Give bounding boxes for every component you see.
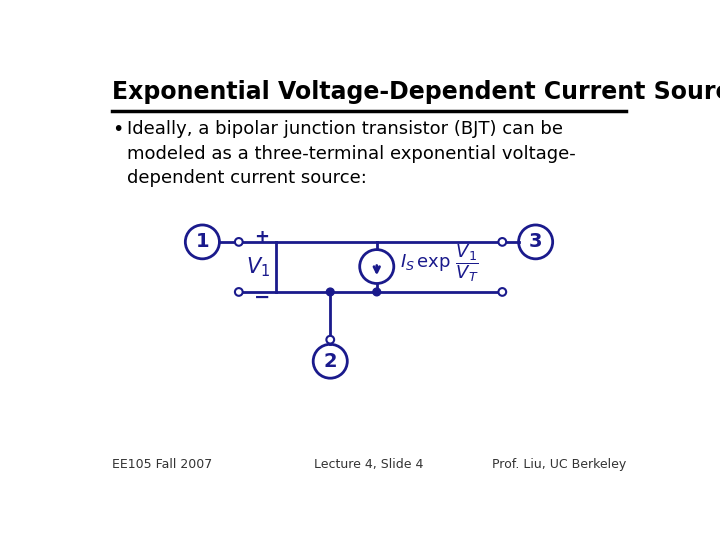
Circle shape bbox=[373, 288, 381, 296]
Text: Prof. Liu, UC Berkeley: Prof. Liu, UC Berkeley bbox=[492, 458, 626, 471]
Text: 2: 2 bbox=[323, 352, 337, 371]
Text: 1: 1 bbox=[196, 232, 210, 252]
Circle shape bbox=[498, 288, 506, 296]
Text: −: − bbox=[254, 288, 270, 307]
Circle shape bbox=[235, 288, 243, 296]
Text: Lecture 4, Slide 4: Lecture 4, Slide 4 bbox=[315, 458, 423, 471]
Text: 3: 3 bbox=[529, 232, 542, 252]
Circle shape bbox=[235, 238, 243, 246]
Text: •: • bbox=[112, 120, 123, 139]
Text: EE105 Fall 2007: EE105 Fall 2007 bbox=[112, 458, 212, 471]
Circle shape bbox=[326, 288, 334, 296]
Text: $\mathit{I}_S\,\exp\,\dfrac{\mathit{V}_1}{\mathit{V}_T}$: $\mathit{I}_S\,\exp\,\dfrac{\mathit{V}_1… bbox=[400, 242, 479, 284]
Circle shape bbox=[326, 336, 334, 343]
Circle shape bbox=[360, 249, 394, 284]
Text: Ideally, a bipolar junction transistor (BJT) can be
modeled as a three-terminal : Ideally, a bipolar junction transistor (… bbox=[127, 120, 576, 187]
Circle shape bbox=[498, 238, 506, 246]
Text: Exponential Voltage-Dependent Current Source: Exponential Voltage-Dependent Current So… bbox=[112, 80, 720, 104]
Text: +: + bbox=[255, 228, 269, 246]
Text: $\mathit{V}_1$: $\mathit{V}_1$ bbox=[246, 255, 270, 279]
